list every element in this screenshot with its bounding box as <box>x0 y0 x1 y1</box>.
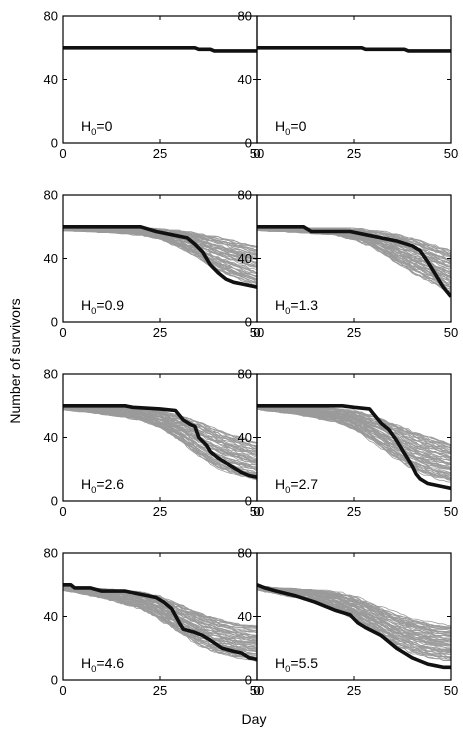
panel-annotation: H0=2.7 <box>275 476 318 496</box>
panel-annotation: H0=0 <box>275 118 307 138</box>
x-tick-label: 50 <box>444 325 458 340</box>
x-tick-label: 50 <box>444 683 458 698</box>
y-tick-label: 80 <box>44 367 58 382</box>
x-tick-label: 0 <box>253 325 260 340</box>
plot-area <box>257 583 451 670</box>
y-tick-label: 40 <box>238 609 252 624</box>
x-tick-label: 50 <box>250 683 264 698</box>
y-tick-label: 0 <box>51 136 58 151</box>
y-tick-label: 80 <box>238 188 252 203</box>
observed-survival-line <box>257 45 451 53</box>
y-tick-label: 40 <box>44 609 58 624</box>
simulated-trajectory <box>257 229 451 285</box>
panel-annotation: H0=0.9 <box>81 297 124 317</box>
y-tick-label: 0 <box>51 315 58 330</box>
panel-annotation: H0=0 <box>81 118 113 138</box>
plot-area <box>63 582 257 663</box>
x-tick-label: 0 <box>253 504 260 519</box>
observed-survival-line <box>257 403 451 491</box>
observed-survival-line <box>257 225 451 298</box>
panel-annotation: H0=2.6 <box>81 476 124 496</box>
plot-area <box>257 403 451 491</box>
simulated-trajectory <box>63 588 257 649</box>
y-tick-label: 0 <box>245 673 252 688</box>
y-tick-label: 0 <box>51 673 58 688</box>
y-axis-title: Number of survivors <box>7 298 23 423</box>
observed-survival-line <box>63 45 257 53</box>
simulated-trajectory <box>257 405 451 465</box>
simulated-trajectory <box>63 406 257 450</box>
y-tick-label: 80 <box>44 546 58 561</box>
x-tick-label: 0 <box>59 504 66 519</box>
y-tick-label: 0 <box>51 494 58 509</box>
y-tick-label: 0 <box>245 136 252 151</box>
x-tick-label: 25 <box>153 504 167 519</box>
x-tick-label: 0 <box>253 146 260 161</box>
x-tick-label: 25 <box>347 325 361 340</box>
y-tick-label: 0 <box>245 494 252 509</box>
x-tick-label: 0 <box>59 325 66 340</box>
y-tick-label: 80 <box>238 9 252 24</box>
y-tick-label: 80 <box>238 546 252 561</box>
plot-area <box>63 225 257 289</box>
x-tick-label: 50 <box>444 146 458 161</box>
x-tick-label: 25 <box>153 325 167 340</box>
x-tick-label: 50 <box>444 504 458 519</box>
simulated-trajectory <box>257 586 451 626</box>
plot-area <box>257 45 451 53</box>
y-tick-label: 80 <box>44 188 58 203</box>
y-tick-label: 80 <box>238 367 252 382</box>
panel-annotation: H0=5.5 <box>275 655 318 675</box>
axes-frame <box>62 15 258 144</box>
axes-frame <box>256 194 452 323</box>
panel-annotation: H0=1.3 <box>275 297 318 317</box>
y-tick-label: 40 <box>238 72 252 87</box>
x-tick-label: 25 <box>347 504 361 519</box>
observed-survival-line <box>63 403 257 479</box>
observed-survival-line <box>63 582 257 662</box>
y-tick-label: 40 <box>44 251 58 266</box>
y-tick-label: 40 <box>44 430 58 445</box>
simulated-trajectory <box>257 406 451 462</box>
x-tick-label: 25 <box>347 683 361 698</box>
x-tick-label: 50 <box>250 504 264 519</box>
x-tick-label: 25 <box>153 146 167 161</box>
observed-survival-line <box>63 225 257 289</box>
axes-frame <box>256 15 452 144</box>
x-tick-label: 25 <box>347 146 361 161</box>
plot-area <box>63 45 257 53</box>
x-tick-label: 0 <box>59 146 66 161</box>
x-tick-label: 0 <box>59 683 66 698</box>
simulated-trajectory <box>63 587 257 658</box>
x-tick-label: 0 <box>253 683 260 698</box>
y-tick-label: 40 <box>238 430 252 445</box>
x-tick-label: 25 <box>153 683 167 698</box>
y-tick-label: 40 <box>44 72 58 87</box>
x-tick-label: 50 <box>250 325 264 340</box>
x-axis-title: Day <box>242 711 267 727</box>
panel-annotation: H0=4.6 <box>81 655 124 675</box>
plot-area <box>63 403 257 481</box>
y-tick-label: 0 <box>245 315 252 330</box>
y-tick-label: 40 <box>238 251 252 266</box>
x-tick-label: 50 <box>250 146 264 161</box>
plot-area <box>257 225 451 298</box>
y-tick-label: 80 <box>44 9 58 24</box>
observed-survival-line <box>257 583 451 670</box>
